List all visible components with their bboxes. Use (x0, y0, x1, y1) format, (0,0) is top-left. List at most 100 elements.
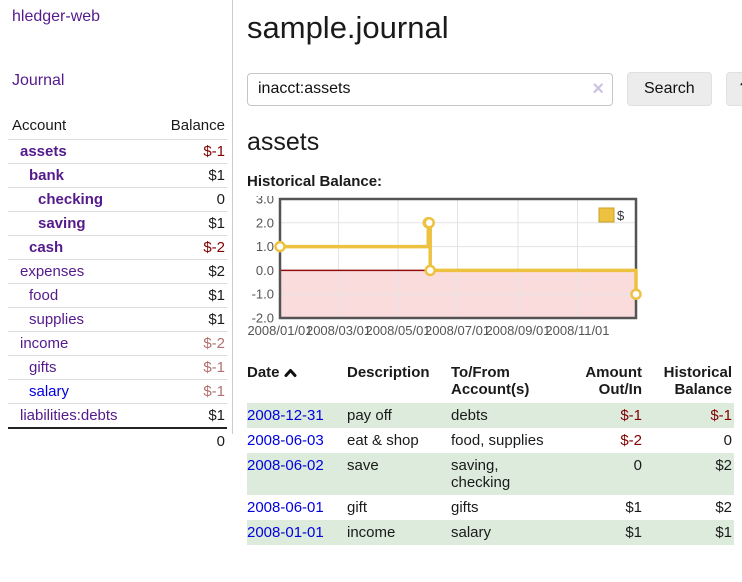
transaction-date-cell[interactable]: 2008-06-03 (247, 428, 347, 453)
transaction-description-cell: gift (347, 499, 368, 516)
svg-text:3.0: 3.0 (256, 196, 274, 207)
sidebar-accounts-table: Account Balance assets $-1 bank $1 checking 0… (8, 114, 227, 454)
sidebar-account-balance: $1 (208, 311, 225, 328)
register-table: Date Description To/From Account(s) Amou… (247, 362, 734, 545)
transaction-amount-cell: $-2 (620, 432, 642, 449)
svg-text:-2.0: -2.0 (252, 311, 274, 326)
sidebar-account-link-income[interactable]: income (20, 335, 69, 352)
transaction-accounts-cell: saving, checking (451, 453, 561, 495)
clear-search-icon[interactable]: × (592, 77, 604, 100)
sidebar-account-row: liabilities:debts $1 (8, 403, 227, 429)
svg-text:2008/05/01: 2008/05/01 (365, 323, 430, 338)
sort-ascending-icon (284, 365, 297, 382)
historical-balance-chart[interactable]: $3.0 2.0 1.0 0.0 -1.0 -2.0 2008/01/01 2008/03/0… (247, 192, 742, 346)
transaction-date-link[interactable]: 2008-06-03 (247, 432, 324, 449)
svg-text:-1.0: -1.0 (252, 287, 274, 302)
svg-text:2008/03/01: 2008/03/01 (306, 323, 371, 338)
transaction-date-link[interactable]: 2008-01-01 (247, 524, 324, 541)
sidebar-account-balance: $-1 (203, 143, 225, 160)
sidebar-account-balance: $1 (208, 215, 225, 232)
transaction-accounts-cell: gifts (451, 499, 479, 516)
sidebar-account-link-bank[interactable]: bank (29, 167, 65, 184)
sidebar-account-balance: 0 (216, 191, 225, 208)
sidebar-account-link-food[interactable]: food (29, 287, 59, 304)
register-row: 2008-06-01 gift gifts $1 $2 (247, 495, 734, 520)
amount-column-header: Amount Out/In (585, 364, 642, 398)
sidebar-account-balance: $1 (208, 167, 225, 184)
date-column-header[interactable]: Date (247, 362, 347, 403)
register-row: 2008-06-02 save saving, checking 0 $2 (247, 453, 734, 495)
sidebar-account-row: supplies $1 (8, 307, 227, 332)
svg-text:2008/07/01: 2008/07/01 (425, 323, 490, 338)
svg-text:2008/11/01: 2008/11/01 (545, 323, 609, 338)
transaction-description-cell: eat & shop (347, 432, 419, 449)
account-heading: assets (247, 128, 320, 156)
transaction-date-link[interactable]: 2008-12-31 (247, 407, 324, 424)
search-input[interactable] (247, 72, 613, 106)
app-brand-link[interactable]: hledger-web (12, 8, 101, 25)
sidebar-account-link-salary[interactable]: salary (29, 383, 70, 400)
transaction-amount-cell: $-1 (561, 403, 644, 428)
transaction-description-cell: save (347, 453, 451, 495)
register-body: 2008-12-31 pay off debts $-1 $-1 2008-06-03 ea… (247, 403, 734, 545)
transaction-balance-cell: $1 (644, 520, 734, 545)
transaction-balance-cell: 0 (723, 432, 732, 449)
sidebar-account-link-liabilities-debts[interactable]: liabilities:debts (20, 407, 118, 424)
transaction-balance-cell: $-1 (644, 403, 734, 428)
svg-text:2008/09/01: 2008/09/01 (485, 323, 550, 338)
sidebar-account-row: income $-2 (8, 331, 227, 356)
transaction-date-cell[interactable]: 2008-06-01 (247, 495, 347, 520)
accounts-column-header: To/From Account(s) (451, 364, 530, 398)
svg-text:2.0: 2.0 (256, 215, 274, 230)
account-column-header: Account (12, 117, 67, 134)
transaction-amount-cell: $1 (561, 520, 644, 545)
sidebar-account-link-cash[interactable]: cash (29, 239, 64, 256)
balance-column-header: Balance (170, 117, 225, 134)
sidebar-account-link-saving[interactable]: saving (38, 215, 86, 232)
main-content: sample.journal × Search ? assets Histori… (233, 0, 742, 545)
svg-text:1.0: 1.0 (256, 239, 274, 254)
svg-text:$: $ (617, 208, 625, 223)
transaction-accounts-cell: debts (451, 403, 561, 428)
transaction-amount-cell: $1 (625, 499, 642, 516)
transaction-description-cell: pay off (347, 403, 451, 428)
transaction-date-link[interactable]: 2008-06-01 (247, 499, 324, 516)
transaction-balance-cell: $2 (715, 499, 732, 516)
sidebar-total-row: 0 (8, 428, 227, 454)
register-row: 2008-12-31 pay off debts $-1 $-1 (247, 403, 734, 428)
help-button[interactable]: ? (725, 72, 742, 106)
sidebar-item-journal[interactable]: Journal (12, 72, 65, 89)
transaction-date-cell[interactable]: 2008-06-02 (247, 453, 347, 495)
svg-text:2008/01/01: 2008/01/01 (247, 323, 312, 338)
transaction-date-link[interactable]: 2008-06-02 (247, 457, 324, 474)
sidebar-account-link-expenses[interactable]: expenses (20, 263, 85, 280)
sidebar-accounts-body: assets $-1 bank $1 checking 0 saving $1 cash $-2 e… (8, 139, 227, 455)
sidebar-account-link-gifts[interactable]: gifts (29, 359, 57, 376)
transaction-balance-cell: $2 (644, 453, 734, 495)
sidebar-account-balance: $-1 (203, 359, 225, 376)
app-layout: hledger-web Journal Account Balance asse… (0, 0, 742, 545)
sidebar-account-row: assets $-1 (8, 139, 227, 164)
sidebar-account-link-checking[interactable]: checking (38, 191, 104, 208)
sidebar-account-row: cash $-2 (8, 235, 227, 260)
transaction-date-cell[interactable]: 2008-12-31 (247, 403, 347, 428)
transaction-description-cell: income (347, 520, 451, 545)
sidebar-account-link-supplies[interactable]: supplies (29, 311, 85, 328)
sidebar-account-balance: $1 (208, 287, 225, 304)
search-button[interactable]: Search (627, 72, 712, 106)
sidebar-account-balance: $-2 (203, 335, 225, 352)
sidebar-account-balance: $2 (208, 263, 225, 280)
chart-title: Historical Balance: (247, 173, 383, 190)
register-row: 2008-06-03 eat & shop food, supplies $-2 0 (247, 428, 734, 453)
sidebar: hledger-web Journal Account Balance asse… (0, 0, 233, 450)
sidebar-account-balance: $-1 (203, 383, 225, 400)
description-column-header: Description (347, 364, 430, 381)
sidebar-account-link-assets[interactable]: assets (20, 143, 67, 160)
sidebar-account-row: expenses $2 (8, 259, 227, 284)
search-bar: × Search ? (247, 72, 742, 106)
transaction-date-cell[interactable]: 2008-01-01 (247, 520, 347, 545)
sidebar-account-balance: $1 (208, 407, 225, 424)
svg-text:0.0: 0.0 (256, 263, 274, 278)
register-header-row: Date Description To/From Account(s) Amou… (247, 362, 734, 403)
sidebar-account-row: gifts $-1 (8, 355, 227, 380)
